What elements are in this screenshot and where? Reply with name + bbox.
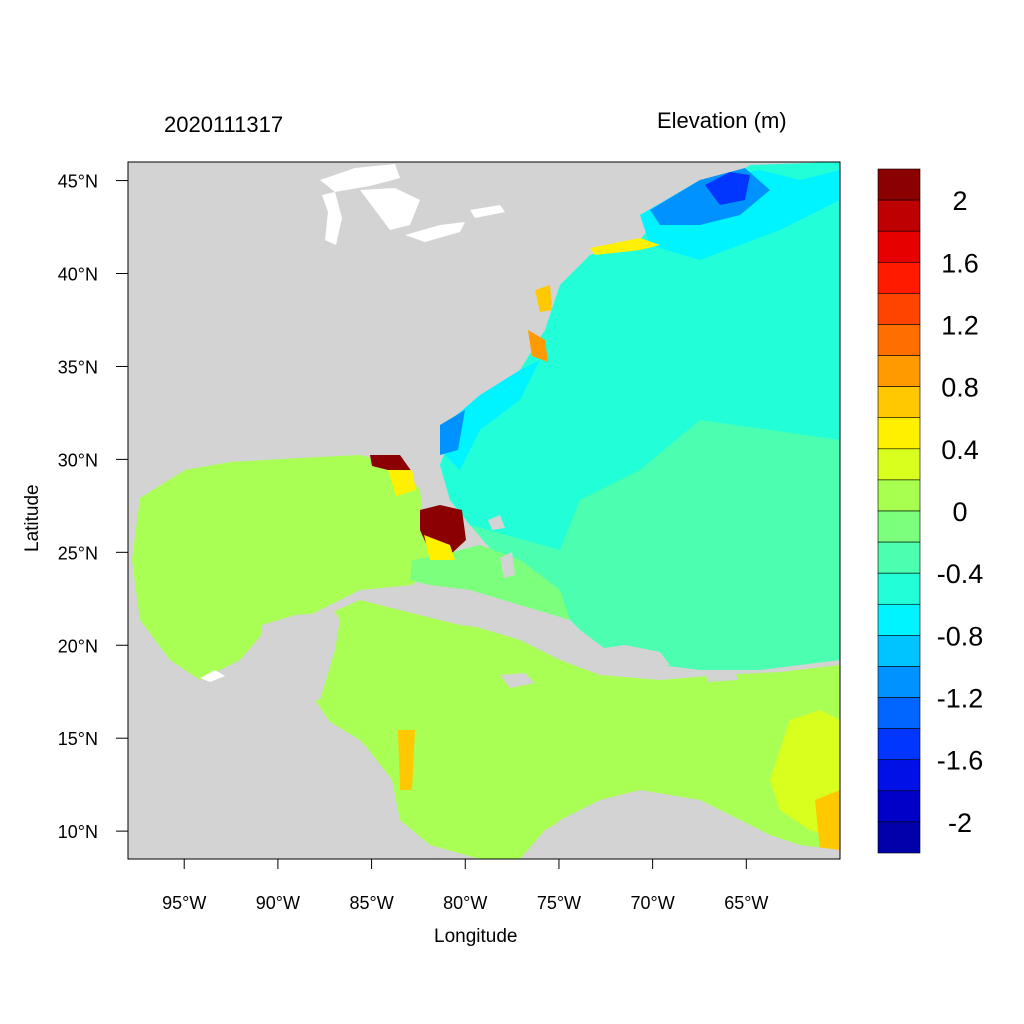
bahamas-island-2 [500,552,515,578]
y-tick-label: 15°N [58,729,98,749]
lake-ontario [470,205,505,218]
south-america [520,795,840,859]
x-tick-label: 70°W [631,893,675,913]
x-tick-label: 95°W [162,893,206,913]
y-tick-label: 30°N [58,450,98,470]
florida-straits [410,545,570,620]
colorbar-label: 0.4 [941,435,979,465]
colorbar-swatch [877,417,921,450]
lake-erie [405,222,465,242]
carolina-coastal-cyan [445,360,540,470]
colorbar-swatch [877,199,921,232]
colorbar-swatch [877,293,921,325]
y-tick-label: 20°N [58,636,98,656]
colorbar-label: -1.2 [937,684,984,714]
colorbar-swatch [877,479,921,512]
x-tick-label: 80°W [443,893,487,913]
y-tick-label: 35°N [58,357,98,377]
lake-huron [360,188,420,230]
pamlico-sound-surge [528,330,548,362]
colorbar-swatch [877,728,921,761]
y-tick-label: 10°N [58,822,98,842]
colorbar-swatch [877,261,921,294]
lesser-antilles-orange [815,790,840,859]
units-label: Elevation (m) [657,108,787,133]
long-island-yellow [590,238,660,255]
colorbar-swatch [877,168,921,201]
x-axis-title: Longitude [434,926,518,947]
gulf-of-mexico [132,455,440,680]
colorbar-swatch [877,821,921,854]
florida-keys-yellow [424,535,455,560]
caribbean-sea [315,600,840,859]
puerto-rico [705,670,738,682]
y-axis-ticks: 45°N 40°N 35°N 30°N 25°N 20°N 15°N 10°N [58,172,128,842]
chesapeake-surge [535,285,552,312]
cuba [380,590,590,650]
colorbar-label: -0.8 [937,621,984,651]
colorbar-label: 0 [952,497,967,527]
colorbar-swatch [877,541,921,574]
x-tick-label: 90°W [256,893,300,913]
x-tick-label: 75°W [537,893,581,913]
colorbar-label: 0.8 [941,373,979,403]
x-tick-label: 65°W [724,893,768,913]
bahamas-island-1 [488,515,505,530]
y-tick-label: 45°N [58,172,98,192]
x-tick-label: 85°W [349,893,393,913]
colorbar-swatch [877,324,921,356]
nicaragua-coast-orange [398,730,415,790]
colorbar-swatch [877,697,921,729]
hispaniola [590,645,670,670]
central-america [128,700,440,859]
colorbar-swatch [877,666,921,698]
y-tick-label: 25°N [58,543,98,563]
colorbar-swatch [877,759,921,792]
colorbar-label: -2 [948,808,972,838]
colorbar-label: 2 [952,186,967,216]
colorbar: 2 1.6 1.2 0.8 0.4 0 -0.4 -0.8 -1.2 -1.6 -2 [877,168,984,854]
colorbar-label: -1.6 [937,746,984,776]
colorbar-swatch [877,635,921,667]
colorbar-swatch [877,572,921,605]
x-axis-ticks: 95°W 90°W 85°W 80°W 75°W 70°W 65°W [162,859,768,913]
colorbar-swatch [877,448,921,481]
gulf-of-maine-lowest [705,172,750,205]
lake-superior [320,164,400,192]
colorbar-swatch [877,790,921,823]
atlantic-shelf [440,162,840,550]
map-area [128,162,840,859]
gulf-of-california-water [200,670,225,682]
colorbar-swatch [877,355,921,387]
date-label: 2020111317 [164,112,284,137]
colorbar-swatch [877,603,921,636]
georgia-bight-low [440,410,465,455]
y-tick-label: 40°N [58,265,98,285]
lake-michigan [322,192,342,245]
colorbar-label: 1.6 [941,248,979,278]
colorbar-swatch [877,230,921,263]
bigbend-yellow [388,470,416,496]
colorbar-label: -0.4 [937,559,984,589]
yucatan-peninsula [260,612,340,700]
colorbar-swatch [877,510,921,543]
colorbar-swatch [877,386,921,419]
jamaica [500,673,535,688]
plot-frame [127,161,841,860]
colorbar-label: 1.2 [941,310,979,340]
